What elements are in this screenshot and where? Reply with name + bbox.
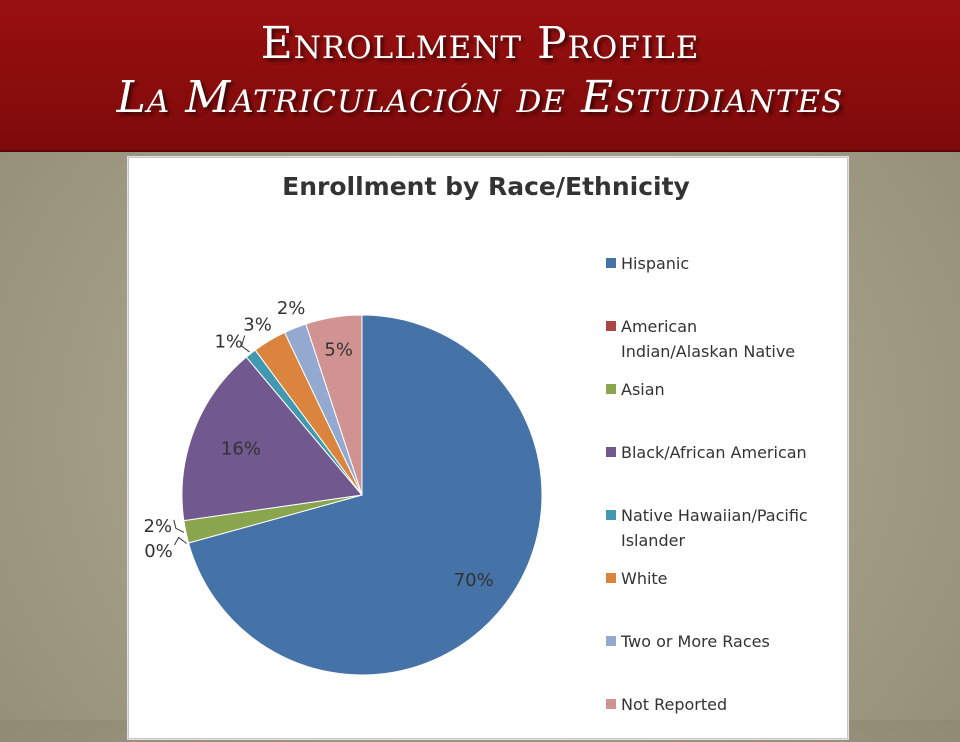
legend-item-two-or-more-races: Two or More Races [606,632,770,651]
data-label-native-hawaiian-pacific-islander: 1% [214,332,243,353]
slice-not-reported [305,314,363,496]
legend-item-hispanic: Hispanic [606,254,689,273]
data-label-american-indian-alaskan-native: 0% [144,541,173,562]
legend-swatch-black-african-american [606,447,616,457]
legend-label-hispanic: Hispanic [621,254,689,273]
leader-line-asian [173,519,185,533]
pie-chart: Enrollment by Race/Ethnicity 70% 0% 2% 16% 1… [144,172,808,714]
legend-item-not-reported: Not Reported [606,695,727,714]
slide-title: Enrollment Profile [260,18,700,69]
slice-black-african-american [181,356,363,522]
slide-subtitle: La Matriculación de Estudiantes [116,72,844,123]
legend-item-american-indian-alaskan-native: American Indian/Alaskan Native [606,317,795,361]
data-label-hispanic: 70% [454,570,494,591]
legend-item-white: White [606,569,668,588]
title-banner: Enrollment Profile La Matriculación de E… [0,0,960,152]
slice-hispanic [187,314,543,676]
legend-item-native-hawaiian-pacific-islander: Native Hawaiian/Pacific Islander [606,506,808,550]
legend-swatch-american-indian-alaskan-native [606,321,616,331]
data-label-white: 3% [243,315,272,336]
legend-swatch-native-hawaiian-pacific-islander [606,510,616,520]
legend-label-black-african-american: Black/African American [621,443,807,462]
leader-line-native-hawaiian-pacific-islander [240,335,250,353]
data-label-two-or-more-races: 2% [277,298,306,319]
legend-swatch-hispanic [606,258,616,268]
legend-swatch-not-reported [606,699,616,709]
chart-card: Enrollment by Race/Ethnicity 70% 0% 2% 16% 1… [128,157,848,739]
leader-line-american-indian-alaskan-native [174,536,187,546]
legend-swatch-asian [606,384,616,394]
legend-label-white: White [621,569,668,588]
legend-swatch-two-or-more-races [606,636,616,646]
legend-item-asian: Asian [606,380,665,399]
legend-label-native-hawaiian-pacific-islander: Native Hawaiian/Pacific Islander [621,506,808,550]
legend-item-black-african-american: Black/African American [606,443,807,462]
chart-title: Enrollment by Race/Ethnicity [282,172,690,201]
legend-label-not-reported: Not Reported [621,695,727,714]
legend-swatch-white [606,573,616,583]
data-label-black-african-american: 16% [221,439,261,460]
legend-label-asian: Asian [621,380,665,399]
legend-label-american-indian-alaskan-native: American Indian/Alaskan Native [621,317,795,361]
legend-label-two-or-more-races: Two or More Races [620,632,770,651]
data-label-not-reported: 5% [324,339,353,360]
data-label-asian: 2% [144,516,173,537]
